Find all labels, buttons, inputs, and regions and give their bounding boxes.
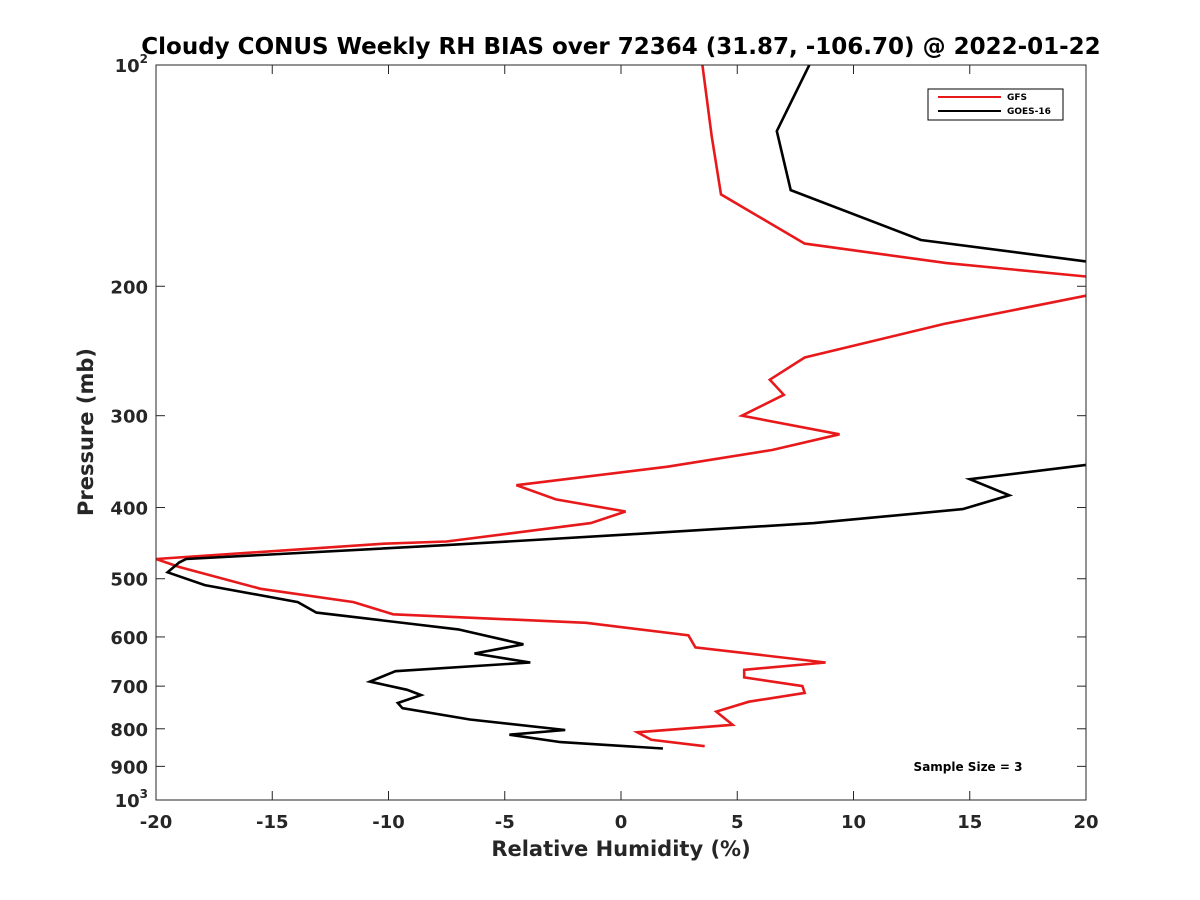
y-tick-label: 103 xyxy=(115,787,148,812)
x-tick-label: -5 xyxy=(495,812,515,833)
legend: GFS GOES-16 xyxy=(927,88,1064,121)
y-tick-label: 600 xyxy=(110,628,148,649)
y-tick-label: 700 xyxy=(110,677,148,698)
y-tick-label: 400 xyxy=(110,499,148,520)
legend-label-gfs: GFS xyxy=(1007,93,1027,103)
x-axis-label: Relative Humidity (%) xyxy=(491,837,750,861)
x-tick-label: 5 xyxy=(731,812,744,833)
series-layer xyxy=(156,65,1086,750)
y-tick-label-exponent: 3 xyxy=(140,787,148,801)
y-tick-label: 200 xyxy=(110,277,148,298)
sample-size-annotation: Sample Size = 3 xyxy=(914,760,1023,774)
legend-box xyxy=(927,88,1064,121)
series-line-goes-16 xyxy=(165,65,1086,750)
y-tick-label: 500 xyxy=(110,570,148,591)
y-tick-label-exponent: 2 xyxy=(140,52,148,66)
x-axis: -20 -15 -10 -5 0 5 10 15 20 xyxy=(140,65,1099,833)
x-tick-label: -10 xyxy=(372,812,405,833)
y-axis-label: Pressure (mb) xyxy=(74,348,98,516)
x-tick-label: 10 xyxy=(841,812,866,833)
y-tick-label-base: 10 xyxy=(115,791,140,812)
chart-title: Cloudy CONUS Weekly RH BIAS over 72364 (… xyxy=(141,34,1100,60)
series-line-gfs xyxy=(156,65,1086,748)
x-tick-label: -20 xyxy=(140,812,173,833)
y-tick-label: 900 xyxy=(110,757,148,778)
x-tick-label: 15 xyxy=(957,812,982,833)
y-tick-label-base: 10 xyxy=(115,56,140,77)
x-tick-label: 0 xyxy=(615,812,628,833)
legend-label-goes16: GOES-16 xyxy=(1007,107,1051,117)
y-tick-label: 800 xyxy=(110,720,148,741)
x-tick-label: -15 xyxy=(256,812,289,833)
x-tick-label: 20 xyxy=(1073,812,1098,833)
y-tick-label: 102 xyxy=(115,52,148,77)
y-tick-label: 300 xyxy=(110,407,148,428)
